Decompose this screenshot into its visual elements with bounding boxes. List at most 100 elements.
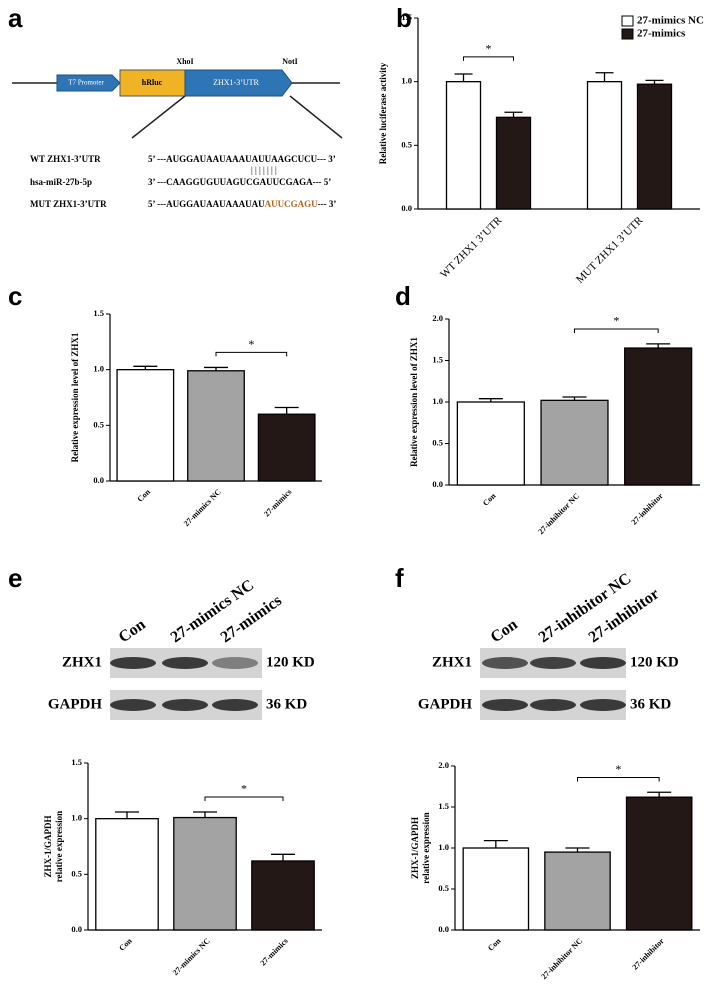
band-name: GAPDH xyxy=(48,696,102,712)
y-tick-label: 0.0 xyxy=(432,479,443,489)
x-tick-label: 27-inhibitor xyxy=(630,491,666,527)
panel-label: c xyxy=(8,281,22,311)
y-tick-label: 0.0 xyxy=(71,924,82,934)
band-name: ZHX1 xyxy=(62,654,102,670)
x-tick-label: 27-mimics xyxy=(259,936,290,967)
lane-label: Con xyxy=(488,616,521,646)
zoom-line xyxy=(131,95,186,139)
band xyxy=(530,657,576,669)
bar xyxy=(95,818,159,931)
bar xyxy=(257,413,316,482)
x-tick-label: WT ZHX1 3’UTR xyxy=(438,214,505,281)
bar xyxy=(187,370,245,482)
band xyxy=(580,699,626,711)
band xyxy=(110,699,156,711)
y-tick-label: 1.5 xyxy=(71,757,82,767)
x-tick-label: Con xyxy=(486,936,503,953)
panel-label: a xyxy=(8,3,23,33)
site-label: NotI xyxy=(282,57,298,66)
significance-bracket xyxy=(574,328,659,333)
y-tick-label: 1.0 xyxy=(401,76,412,86)
y-axis-label: ZHX-1/GAPDH xyxy=(410,817,420,879)
significance-label: * xyxy=(615,762,621,776)
sequence: 5’ ---AUGGAUAAUAAAUAUUAAGCUCU--- 3’ xyxy=(148,154,336,164)
band xyxy=(212,699,258,711)
y-axis-label: relative expression xyxy=(421,812,431,883)
y-tick-label: 1.5 xyxy=(93,308,104,318)
bar xyxy=(586,81,623,210)
x-tick-label: 27-mimics NC xyxy=(171,936,212,977)
bar xyxy=(540,399,609,486)
legend-label: 27-mimics NC xyxy=(637,15,704,27)
band xyxy=(530,699,576,711)
sequence: 5’ ---AUGGAUAAUAAAUAUAUUCGAGU--- 3’ xyxy=(148,199,336,209)
significance-label: * xyxy=(248,337,254,351)
bar xyxy=(456,401,525,486)
bar xyxy=(251,860,315,931)
sequence-part: --- 3’ xyxy=(318,199,337,209)
panel-label: b xyxy=(396,3,412,33)
y-tick-label: 2.0 xyxy=(438,760,449,770)
bar xyxy=(636,83,673,210)
band xyxy=(212,657,258,669)
band xyxy=(482,699,528,711)
bar xyxy=(173,816,237,931)
panel-label: e xyxy=(8,563,22,593)
sequence-part: 5’ ---AUGGAUAAUAAAUAU xyxy=(148,199,265,209)
significance-bracket xyxy=(577,776,660,782)
y-tick-label: 0.0 xyxy=(93,475,104,485)
band xyxy=(162,699,208,711)
y-tick-label: 1.5 xyxy=(432,354,443,364)
y-tick-label: 0.5 xyxy=(401,139,412,149)
significance-label: * xyxy=(486,42,492,56)
mutated-part: AUUCGAGU xyxy=(265,199,318,209)
x-tick-label: 27-mimics xyxy=(262,487,293,518)
x-tick-label: Con xyxy=(136,487,153,504)
legend-swatch xyxy=(621,28,634,40)
utr-box xyxy=(184,69,293,97)
site-label: XhoI xyxy=(176,57,193,66)
lane-label: Con xyxy=(116,616,149,646)
bar xyxy=(445,81,482,210)
y-tick-label: 1.0 xyxy=(432,396,443,406)
significance-label: * xyxy=(613,314,619,328)
row-label: hsa-miR-27b-5p xyxy=(30,177,92,187)
utr-label: ZHX1-3’UTR xyxy=(213,78,259,87)
row-label: WT ZHX1-3’UTR xyxy=(30,154,101,164)
band-size: 36 KD xyxy=(630,696,671,712)
pairing-marks: ||||||| xyxy=(251,165,279,175)
bar xyxy=(625,796,693,931)
sequence: 3’ ---CAAGGUGUUAGUCGAUUCGAGA--- 5’ xyxy=(148,177,331,187)
y-tick-label: 1.0 xyxy=(438,842,449,852)
y-axis-label: Relative luciferase activity xyxy=(378,62,388,164)
y-axis-label: relative expression xyxy=(54,811,64,882)
y-tick-label: 0.5 xyxy=(432,437,443,447)
x-tick-label: 27-inhibitor NC xyxy=(536,491,581,536)
zoom-line xyxy=(289,95,343,139)
bar xyxy=(116,369,175,482)
row-label: MUT ZHX1-3’UTR xyxy=(30,199,107,209)
y-tick-label: 2.0 xyxy=(432,313,443,323)
band-size: 120 KD xyxy=(266,654,315,670)
x-tick-label: Con xyxy=(481,491,498,508)
y-axis-label: Relative expression level of ZHX1 xyxy=(409,337,419,467)
panel-label: d xyxy=(395,281,411,311)
band xyxy=(110,657,156,669)
reporter-box xyxy=(119,69,186,97)
x-tick-label: 27-inhibitor NC xyxy=(539,936,584,981)
x-tick-label: MUT ZHX1 3’UTR xyxy=(574,214,646,286)
reporter-label: hRluc xyxy=(142,78,163,87)
construct-diagram: T7 Promoter hRluc ZHX1-3’UTR XhoI NotI W… xyxy=(12,57,343,209)
legend-swatch xyxy=(621,15,634,27)
band xyxy=(162,657,208,669)
significance-bracket xyxy=(204,796,284,801)
band xyxy=(482,657,528,669)
y-tick-label: 1.5 xyxy=(401,12,412,22)
x-tick-label: Con xyxy=(117,936,134,953)
y-tick-label: 1.0 xyxy=(93,364,104,374)
x-tick-label: 27-mimics NC xyxy=(182,487,223,528)
panel-label: f xyxy=(395,563,404,593)
y-tick-label: 0.0 xyxy=(401,203,412,213)
bar xyxy=(544,851,611,931)
